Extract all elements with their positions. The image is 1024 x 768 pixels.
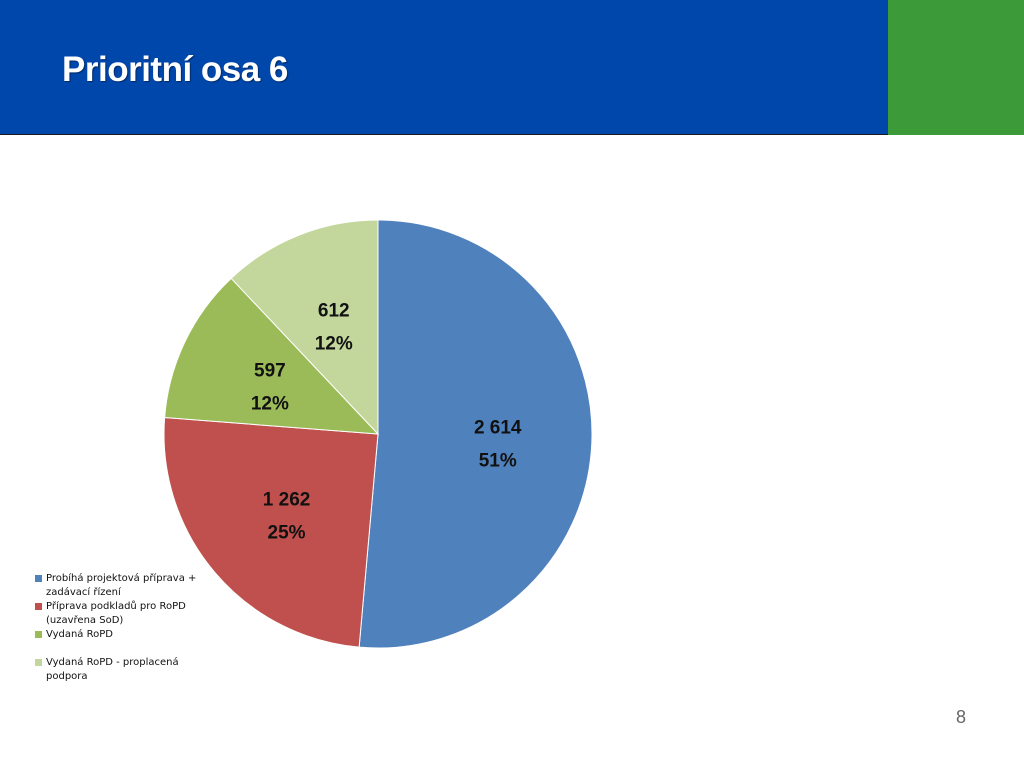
pie-slice bbox=[163, 417, 379, 648]
legend-item: Probíhá projektová příprava + zadávací ř… bbox=[35, 572, 210, 600]
legend-swatch bbox=[35, 631, 42, 638]
legend-item: Vydaná RoPD bbox=[35, 628, 210, 642]
slice-percent-label: 12% bbox=[315, 334, 353, 355]
legend-swatch bbox=[35, 575, 42, 582]
page-number: 8 bbox=[955, 707, 966, 727]
legend-label: Vydaná RoPD - proplacená podpora bbox=[46, 657, 179, 682]
slice-value-label: 1 262 bbox=[263, 489, 311, 510]
slice-value-label: 2 614 bbox=[474, 417, 522, 438]
slice-value-label: 597 bbox=[254, 360, 286, 381]
slide-title: Prioritní osa 6 bbox=[62, 50, 288, 89]
pie-slices bbox=[163, 219, 593, 649]
pie-slice bbox=[164, 277, 380, 435]
slice-percent-label: 12% bbox=[251, 393, 289, 414]
green-accent-block bbox=[888, 0, 1024, 135]
legend-label: Vydaná RoPD bbox=[46, 629, 113, 640]
legend-swatch bbox=[35, 603, 42, 610]
pie-data-labels: 2 614 51% 1 262 25% 597 12% 612 12% bbox=[251, 301, 522, 544]
pie-slice bbox=[230, 219, 379, 436]
header-band bbox=[0, 0, 888, 135]
legend-item: Příprava podkladů pro RoPD (uzavřena SoD… bbox=[35, 600, 210, 628]
pie-slice bbox=[358, 219, 593, 649]
legend-label: Příprava podkladů pro RoPD (uzavřena SoD… bbox=[46, 601, 186, 626]
legend-swatch bbox=[35, 659, 42, 666]
legend-item: Vydaná RoPD - proplacená podpora bbox=[35, 656, 210, 684]
legend-label: Probíhá projektová příprava + zadávací ř… bbox=[46, 573, 197, 598]
slice-percent-label: 25% bbox=[268, 522, 306, 543]
chart-legend: Probíhá projektová příprava + zadávací ř… bbox=[35, 572, 210, 684]
slice-percent-label: 51% bbox=[479, 450, 517, 471]
slice-value-label: 612 bbox=[318, 301, 350, 322]
